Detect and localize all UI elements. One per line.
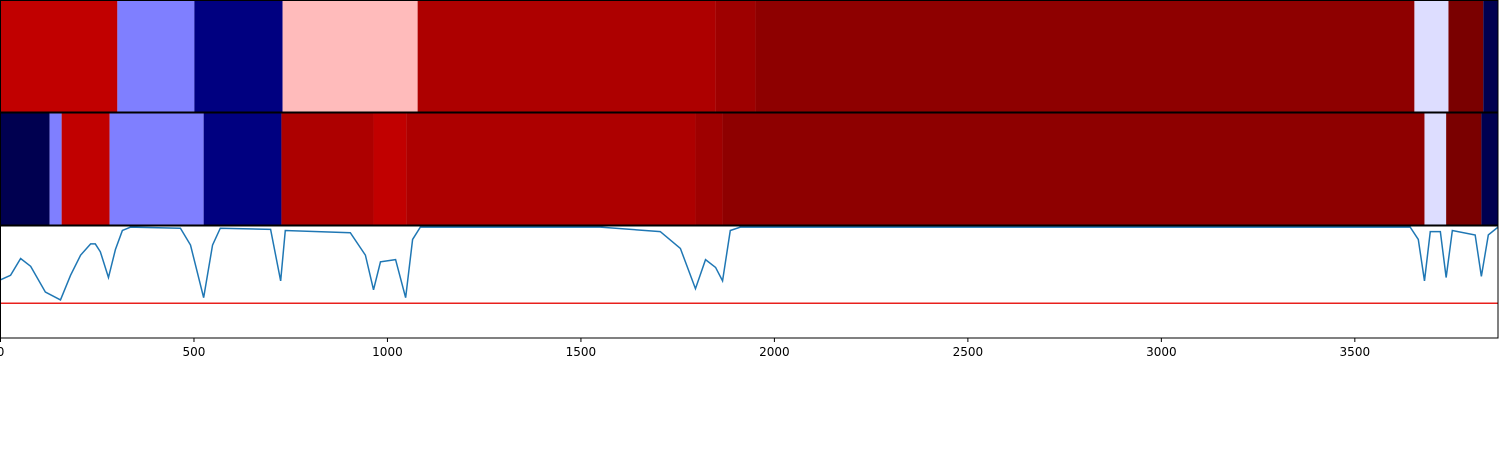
strip-segment (109, 113, 204, 225)
strip-segment (117, 0, 195, 112)
frame (0, 0, 1499, 113)
x-tick-label: 3000 (1146, 345, 1177, 359)
strip-segment (373, 113, 407, 225)
data-line (0, 226, 1499, 301)
strip-segment (203, 113, 282, 225)
strip-segment (1424, 113, 1447, 225)
strip-segment (1414, 0, 1449, 112)
x-tick-label: 500 (183, 345, 206, 359)
x-tick-label: 1000 (372, 345, 403, 359)
x-tick-label: 1500 (566, 345, 597, 359)
x-tick-label: 0 (0, 345, 4, 359)
strip-segment (715, 0, 756, 112)
strip-segment (1481, 113, 1498, 225)
frame (0, 225, 1499, 339)
strip-segment (1483, 0, 1498, 112)
strip-segment (61, 113, 110, 225)
strip-segment (281, 113, 374, 225)
strip-segment (1446, 113, 1482, 225)
strip-segment (282, 0, 418, 112)
x-tick-label: 3500 (1340, 345, 1371, 359)
x-tick-label: 2500 (953, 345, 984, 359)
x-tick-label: 2000 (759, 345, 790, 359)
strip-segment (49, 113, 62, 225)
strip-segment (0, 113, 50, 225)
strip-segment (194, 0, 283, 112)
strip-segment (695, 113, 723, 225)
strip-segment (755, 0, 1415, 112)
strip-segment (417, 0, 716, 112)
strip-segment (1448, 0, 1484, 112)
frame (0, 112, 1499, 226)
strip-segment (0, 0, 118, 112)
strip-segment (406, 113, 696, 225)
strip-segment (722, 113, 1425, 225)
